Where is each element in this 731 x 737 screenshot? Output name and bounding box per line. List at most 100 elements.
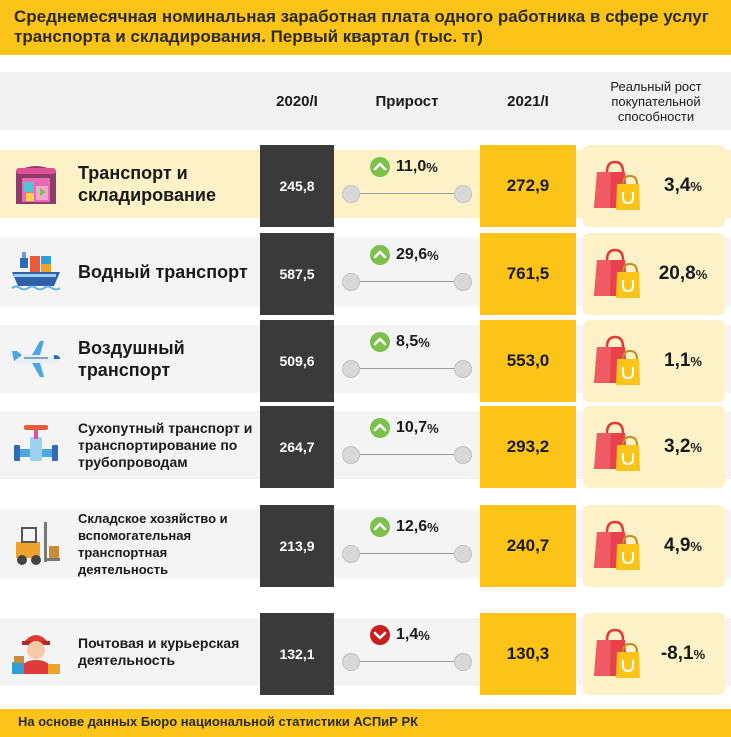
chevron-icon	[370, 625, 390, 645]
growth-cell: 12,6%	[340, 510, 474, 578]
arrow-up-icon	[370, 157, 390, 177]
growth-value: 12,6%	[370, 516, 439, 538]
shopping-bags-icon	[593, 626, 641, 680]
growth-connector-dot-right	[454, 273, 472, 291]
chevron-icon	[370, 517, 390, 537]
growth-value: 11,0%	[370, 156, 438, 178]
shopping-bags-icon	[593, 419, 641, 473]
chart-title: Среднемесячная номинальная заработная пл…	[0, 0, 731, 55]
percent-sign: %	[427, 247, 439, 263]
growth-connector-line	[350, 368, 464, 369]
real-growth-value: 1,1%	[641, 320, 725, 402]
row-category-label: Воздушный транспорт	[78, 338, 185, 380]
growth-number: 1,4	[396, 626, 419, 643]
value-2020-cell: 264,7	[260, 406, 334, 488]
real-growth-number: 4,9	[664, 535, 691, 556]
percent-sign: %	[695, 266, 708, 282]
chevron-icon	[370, 332, 390, 352]
row-category-label: Сухопутный транспорт и транспортирование…	[78, 419, 253, 470]
shopping-bags-icon	[593, 518, 641, 572]
table-row: Воздушный транспорт 509,6 8,5% 553,0 1,1%	[0, 320, 731, 402]
arrow-up-icon	[370, 245, 390, 265]
arrow-up-icon	[370, 418, 390, 438]
percent-sign: %	[418, 334, 430, 350]
real-growth-number: 20,8	[658, 263, 696, 284]
percent-sign: %	[426, 159, 438, 175]
real-growth-value: 20,8%	[641, 233, 725, 315]
warehouse-icon	[10, 158, 62, 210]
growth-connector-dot-right	[454, 446, 472, 464]
value-2021-cell: 761,5	[480, 233, 576, 315]
real-growth-value: 4,9%	[641, 505, 725, 587]
value-2020-cell: 213,9	[260, 505, 334, 587]
airplane-icon	[10, 333, 62, 385]
growth-connector-dot-left	[342, 446, 360, 464]
chevron-icon	[370, 418, 390, 438]
real-growth-cell: 1,1%	[583, 320, 725, 402]
percent-sign: %	[427, 519, 439, 535]
growth-number: 11,0	[396, 158, 427, 175]
column-header-growth: Прирост	[375, 92, 439, 110]
arrow-down-icon	[370, 625, 390, 645]
table-row: Складское хозяйство и вспомогательная тр…	[0, 505, 731, 587]
growth-connector-dot-left	[342, 360, 360, 378]
value-2020-cell: 245,8	[260, 145, 334, 227]
growth-number: 29,6	[396, 246, 428, 263]
value-2021-cell: 553,0	[480, 320, 576, 402]
cargo-ship-icon	[10, 246, 62, 298]
percent-sign: %	[690, 353, 702, 369]
value-2020-cell: 509,6	[260, 320, 334, 402]
real-growth-cell: 20,8%	[583, 233, 725, 315]
pipeline-valve-icon	[10, 419, 62, 471]
column-header-real-growth: Реальный рост покупательной способности	[610, 78, 702, 124]
source-footer: На основе данных Бюро национальной стати…	[0, 709, 731, 737]
column-header-2020: 2020/I	[276, 92, 318, 110]
percent-sign: %	[693, 646, 706, 662]
shopping-bags-icon	[593, 333, 641, 387]
row-category-label: Складское хозяйство и вспомогательная тр…	[78, 511, 228, 577]
percent-sign: %	[690, 178, 702, 194]
growth-connector-line	[350, 661, 464, 662]
real-growth-number: 1,1	[664, 350, 691, 371]
arrow-up-icon	[370, 517, 390, 537]
percent-sign: %	[418, 627, 430, 643]
growth-connector-dot-right	[454, 653, 472, 671]
value-2021-cell: 240,7	[480, 505, 576, 587]
arrow-up-icon	[370, 332, 390, 352]
real-growth-number: -8,1	[660, 643, 694, 664]
growth-connector-dot-left	[342, 545, 360, 563]
row-category-label: Водный транспорт	[78, 262, 248, 282]
column-header-row: 2020/I Прирост 2021/I Реальный рост поку…	[0, 72, 731, 130]
real-growth-number: 3,4	[664, 175, 691, 196]
row-category-label: Транспорт и складирование	[78, 163, 216, 205]
growth-connector-dot-left	[342, 185, 360, 203]
real-growth-number: 3,2	[664, 436, 691, 457]
growth-number: 12,6	[396, 518, 428, 535]
growth-connector-line	[350, 193, 464, 194]
percent-sign: %	[427, 420, 439, 436]
real-growth-value: 3,2%	[641, 406, 725, 488]
column-header-2021: 2021/I	[507, 92, 549, 110]
row-category-label: Почтовая и курьерская деятельность	[78, 635, 240, 668]
real-growth-value: 3,4%	[641, 145, 725, 227]
shopping-bags-icon	[593, 158, 641, 212]
chevron-icon	[370, 245, 390, 265]
growth-cell: 1,4%	[340, 618, 474, 686]
courier-icon	[10, 626, 62, 678]
percent-sign: %	[690, 439, 702, 455]
growth-cell: 29,6%	[340, 238, 474, 306]
chevron-icon	[370, 157, 390, 177]
growth-value: 29,6%	[370, 244, 439, 266]
table-row: Водный транспорт 587,5 29,6% 761,5 20,8%	[0, 233, 731, 315]
percent-sign: %	[690, 538, 702, 554]
growth-number: 10,7	[396, 419, 428, 436]
forklift-icon	[10, 518, 62, 570]
real-growth-cell: 4,9%	[583, 505, 725, 587]
growth-value: 8,5%	[370, 331, 430, 353]
value-2021-cell: 130,3	[480, 613, 576, 695]
growth-number: 8,5	[396, 333, 419, 350]
table-row: Сухопутный транспорт и транспортирование…	[0, 406, 731, 488]
growth-value: 10,7%	[370, 417, 439, 439]
real-growth-cell: 3,4%	[583, 145, 725, 227]
growth-connector-line	[350, 553, 464, 554]
